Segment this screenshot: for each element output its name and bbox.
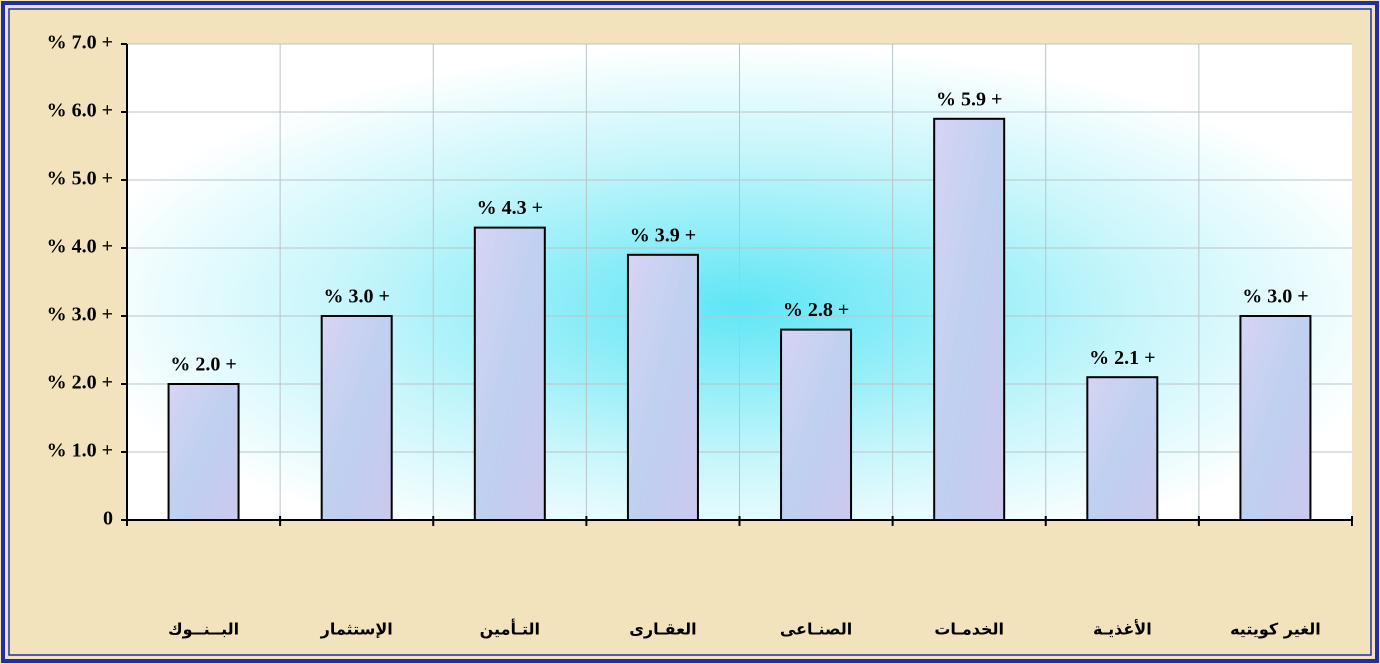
value-label: % 2.1 +: [1089, 347, 1155, 369]
value-label: % 4.3 +: [477, 197, 543, 219]
bar: [1086, 376, 1159, 522]
y-tick-label: % 5.0 +: [47, 168, 113, 190]
y-tick-label: % 4.0 +: [47, 236, 113, 258]
value-label: % 3.9 +: [630, 224, 696, 246]
y-tick-label: % 2.0 +: [47, 372, 113, 394]
value-label: % 5.9 +: [936, 88, 1002, 110]
x-tick-label: العقـارى: [629, 620, 696, 639]
bar: [320, 315, 393, 521]
x-tick-label: الغير كويتيه: [1230, 620, 1321, 639]
value-label: % 2.0 +: [170, 354, 236, 376]
x-tick-label: الأغذيـة: [1093, 620, 1152, 639]
bar: [780, 328, 853, 521]
y-tick-label: % 7.0 +: [47, 32, 113, 54]
x-tick-label: البــنــوك: [168, 620, 239, 639]
x-tick-label: التـأمين: [480, 619, 540, 639]
value-label: % 3.0 +: [1242, 286, 1308, 308]
y-tick-label: 0: [103, 508, 113, 530]
x-tick-label: الإستثمار: [320, 620, 393, 639]
bar: [473, 226, 546, 521]
bar: [933, 117, 1006, 522]
y-tick-label: % 6.0 +: [47, 100, 113, 122]
inner-border: [8, 8, 1372, 656]
bar: [167, 383, 240, 521]
bar: [626, 253, 699, 522]
bar: [1239, 315, 1312, 521]
y-tick-label: % 1.0 +: [47, 440, 113, 462]
x-tick-label: الصنـاعى: [780, 620, 852, 639]
x-tick-label: الخدمـات: [934, 620, 1004, 639]
y-tick-label: % 3.0 +: [47, 304, 113, 326]
value-label: % 2.8 +: [783, 299, 849, 321]
value-label: % 3.0 +: [323, 286, 389, 308]
